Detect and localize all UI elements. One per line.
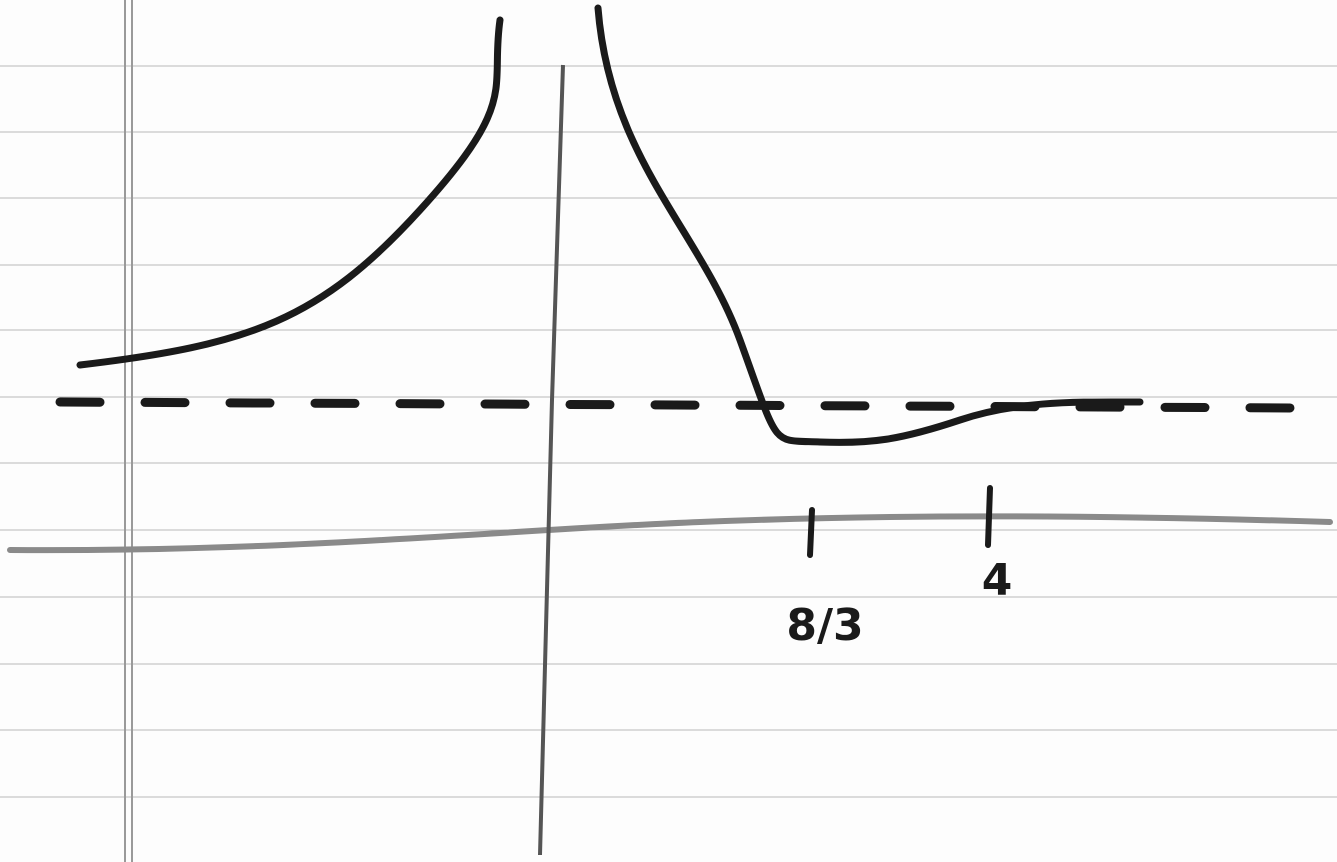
tick-label: 4 (982, 555, 1013, 606)
tick-label: 8/3 (786, 600, 863, 651)
tick-mark (988, 488, 990, 545)
sketch: 8/3 4 (0, 0, 1337, 862)
paper (0, 0, 1337, 862)
tick-mark (810, 510, 812, 555)
page: 8/3 4 (() => { const data = JSON.parse(d… (0, 0, 1337, 862)
